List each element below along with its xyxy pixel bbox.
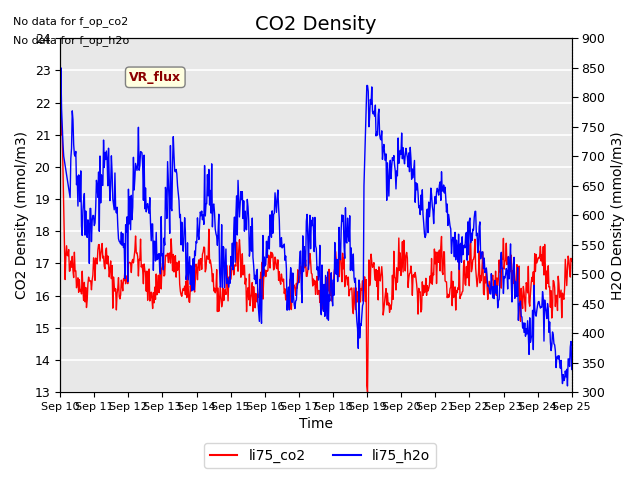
li75_co2 [56,68,64,73]
Line: li75_co2: li75_co2 [60,71,572,392]
X-axis label: Time: Time [299,418,333,432]
li75_h2o [568,367,575,372]
li75_co2 [65,268,73,274]
Title: CO2 Density: CO2 Density [255,15,377,34]
li75_h2o [171,168,179,174]
Text: VR_flux: VR_flux [129,71,181,84]
Line: li75_h2o: li75_h2o [60,68,572,386]
li75_h2o [394,173,401,179]
li75_h2o [57,65,65,71]
li75_co2 [394,279,401,285]
li75_h2o [67,195,74,201]
li75_h2o [56,171,64,177]
li75_co2 [118,281,126,287]
li75_co2 [379,274,387,280]
Text: No data for f_op_co2: No data for f_op_co2 [13,16,128,27]
Y-axis label: CO2 Density (mmol/m3): CO2 Density (mmol/m3) [15,131,29,299]
li75_h2o [198,208,205,214]
li75_h2o [564,383,572,389]
Text: No data for f_op_h2o: No data for f_op_h2o [13,35,129,46]
Y-axis label: H2O Density (mmol/m3): H2O Density (mmol/m3) [611,131,625,300]
li75_co2 [197,256,205,262]
li75_co2 [568,258,575,264]
Legend: li75_co2, li75_h2o: li75_co2, li75_h2o [204,443,436,468]
li75_h2o [379,156,387,162]
li75_h2o [119,230,127,236]
li75_co2 [170,269,178,275]
li75_co2 [364,389,371,395]
